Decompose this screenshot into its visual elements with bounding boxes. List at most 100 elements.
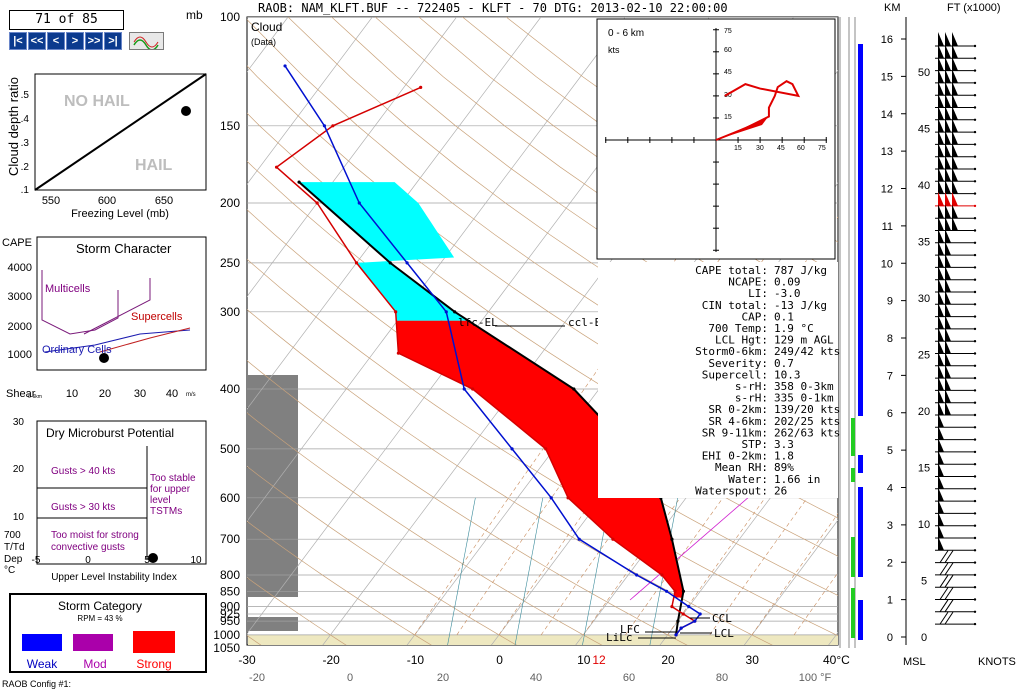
dry-adiabat — [247, 577, 347, 645]
animation-icon[interactable] — [129, 32, 164, 51]
dry-ytick: 10 — [13, 512, 25, 523]
hail-xtick: 600 — [98, 195, 116, 207]
wind-barb-point — [973, 217, 977, 220]
wind-barb-point — [973, 290, 977, 294]
strong-label: Strong — [136, 657, 171, 671]
wind-barb-feather — [939, 587, 949, 600]
fast-back-button[interactable]: << — [28, 32, 46, 50]
index-label: LI: — [748, 287, 768, 300]
temperature-trace-point — [471, 387, 475, 391]
isotherm — [247, 17, 626, 522]
wind-barb-feather — [944, 562, 954, 576]
wind-barb-flag — [945, 253, 951, 268]
back-button[interactable]: < — [47, 32, 65, 50]
hodo-ytick: 15 — [724, 114, 732, 121]
wind-barb-flag — [938, 167, 944, 182]
lfc-el-label: lfc-EL — [458, 316, 498, 329]
pressure-label: 100 — [220, 10, 240, 24]
fahrenheit-tick-label: 60 — [623, 672, 635, 684]
wind-barb-point — [973, 229, 977, 232]
fast-forward-button[interactable]: >> — [85, 32, 103, 50]
isotherm — [659, 407, 838, 645]
category-rpm: RPM = 43 % — [77, 614, 122, 623]
temperature-trace-point — [419, 85, 423, 90]
too-moist-1: Too moist for strong — [51, 530, 139, 541]
fahrenheit-tick-label: 80 — [716, 672, 728, 684]
index-label: STP: — [742, 438, 769, 451]
wind-barb-point — [973, 364, 977, 367]
km-tick-label: 1 — [887, 595, 893, 607]
temp-tick-label: 20 — [661, 653, 675, 667]
wind-barb-flag — [938, 44, 944, 59]
temp-tick-label: -20 — [323, 653, 341, 667]
hail-label: HAIL — [135, 157, 173, 174]
wind-barb-flag — [945, 32, 951, 46]
wind-barb-point — [973, 167, 977, 171]
temp-tick-label: 0 — [496, 653, 503, 667]
supercell-boundary — [99, 327, 191, 353]
dewpoint-trace-point — [674, 633, 678, 637]
wind-barb-feather — [939, 611, 949, 625]
wind-barb-feather — [939, 574, 949, 588]
km-tick-label: 16 — [881, 34, 893, 46]
wind-barb-flag — [945, 167, 951, 182]
wind-barb-feather — [944, 599, 954, 613]
wind-barb-point — [973, 561, 977, 564]
wind-barb-feather — [939, 562, 949, 576]
index-value: 26 — [774, 484, 787, 497]
wind-barb-flag — [938, 327, 944, 342]
km-tick-label: 2 — [887, 557, 893, 569]
last-record-button[interactable]: >| — [104, 32, 122, 50]
wind-barb-feather — [944, 587, 954, 600]
ft-tick-label: 40 — [918, 180, 930, 192]
dry-ttd-label: T/Td — [4, 542, 25, 553]
wind-barb-flag — [938, 401, 944, 415]
wind-barb-flag — [945, 351, 951, 366]
wind-barb-flag — [945, 81, 951, 96]
dry-xtick: 10 — [190, 555, 202, 566]
moist-adiabat — [583, 277, 838, 636]
record-counter: 71 of 85 — [9, 10, 124, 30]
wind-barb-flag — [952, 56, 958, 71]
index-value: 129 m AGL — [774, 334, 834, 347]
mixing-ratio-line — [447, 497, 476, 645]
km-tick-label: 6 — [887, 408, 893, 420]
wind-barb-flag — [938, 474, 944, 489]
dry-adiabat — [247, 520, 432, 645]
temperature-trace-point — [679, 626, 683, 630]
wind-barb-flag — [938, 339, 944, 354]
hail-ytick: .3 — [21, 138, 30, 149]
temperature-trace-point — [693, 619, 697, 623]
knots-label: KNOTS — [978, 656, 1016, 668]
temperature-trace-point — [681, 612, 685, 616]
wind-barb-point — [973, 340, 977, 343]
first-record-button[interactable]: |< — [9, 32, 27, 50]
wind-barb-point — [973, 598, 977, 601]
wind-barb-flag — [945, 314, 951, 329]
wind-barb-flag — [952, 155, 958, 169]
wind-barb-flag — [952, 105, 958, 120]
storm-ytick: 1000 — [8, 349, 32, 361]
index-label: s-rH: — [735, 380, 768, 393]
wind-barb-flag — [945, 265, 951, 280]
dry-adiabat — [247, 112, 838, 519]
wind-barb-flag — [938, 314, 944, 329]
mixing-ratio-line — [514, 497, 544, 645]
dry-adiabat — [505, 17, 838, 243]
wind-barb-flag — [945, 142, 951, 157]
km-tick-label: 11 — [882, 221, 893, 233]
wind-barb-flag — [952, 216, 958, 231]
wind-barb-point — [973, 438, 977, 441]
dry-degc-label: °C — [4, 565, 15, 576]
forward-button[interactable]: > — [66, 32, 84, 50]
pressure-label: 800 — [220, 568, 240, 582]
wind-barb-point — [973, 549, 977, 552]
moisture-bar-4 — [858, 600, 863, 640]
index-label: EHI 0-2km: — [702, 450, 768, 463]
parcel-trace-point — [388, 261, 392, 265]
wind-barb-flag — [938, 278, 944, 292]
dry-adiabat — [247, 466, 518, 645]
hodo-xtick: 60 — [797, 145, 805, 152]
index-value: 0.09 — [774, 276, 801, 289]
